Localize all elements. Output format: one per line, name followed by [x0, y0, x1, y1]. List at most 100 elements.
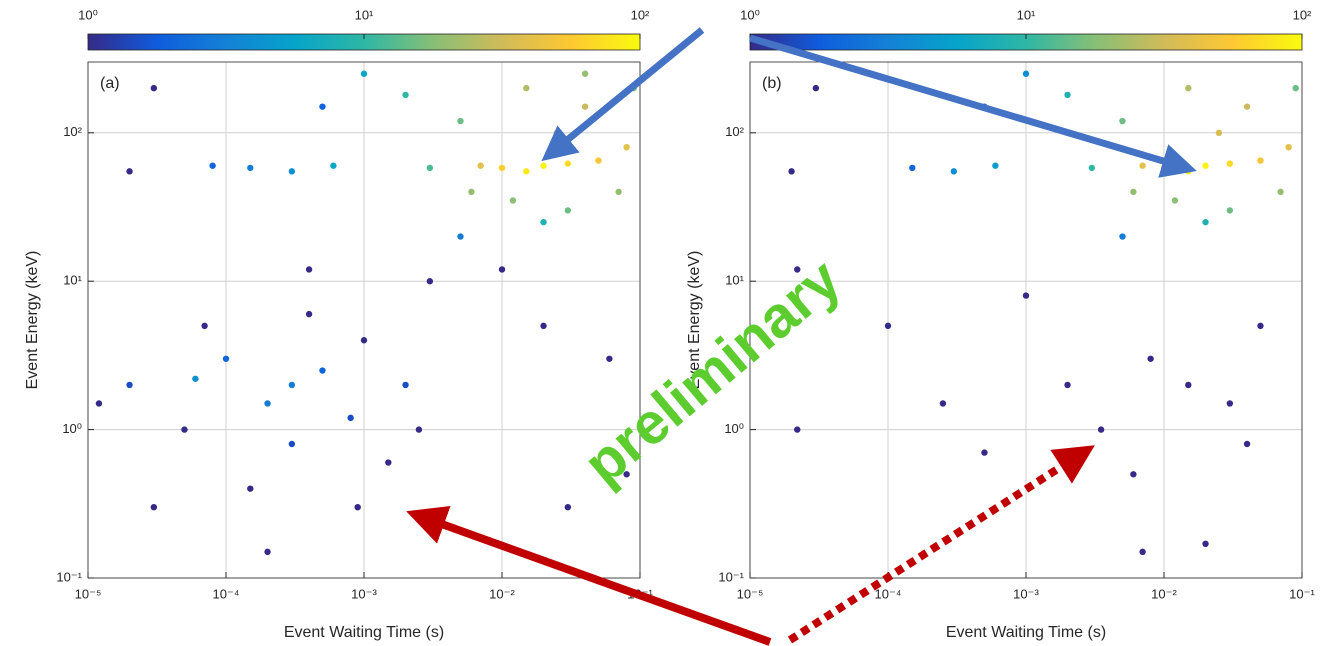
point	[553, 129, 561, 137]
colorbar-tick-label: 10¹	[1017, 7, 1036, 22]
y-tick-label: 10²	[725, 124, 744, 139]
arrow	[787, 445, 1095, 644]
point	[181, 426, 188, 433]
point	[264, 400, 271, 407]
point	[150, 84, 158, 92]
point	[415, 426, 423, 433]
point	[623, 471, 630, 478]
point	[192, 375, 199, 382]
point	[1139, 162, 1146, 169]
y-tick-label: 10¹	[725, 273, 744, 288]
point	[288, 168, 296, 175]
point	[1171, 197, 1179, 204]
point	[201, 322, 208, 330]
point	[1064, 381, 1071, 389]
point	[564, 503, 572, 511]
point	[615, 188, 622, 196]
point	[1285, 143, 1292, 151]
point	[1257, 322, 1264, 330]
point	[1185, 168, 1192, 175]
point	[402, 381, 409, 389]
arrow	[749, 34, 1197, 178]
point	[523, 168, 530, 175]
point	[305, 266, 313, 273]
point	[150, 503, 158, 511]
point	[509, 197, 517, 204]
point	[209, 162, 216, 169]
point	[1097, 426, 1105, 433]
point	[468, 188, 475, 196]
panels: 10⁰ 10¹ 10² 10⁻⁵ 10⁻⁴ 10⁻³ 10⁻² 10⁻¹ 10⁻¹ 10⁰ 10¹ 1…	[24, 7, 1315, 641]
point	[1243, 103, 1251, 110]
y-tick-label: 10¹	[63, 273, 82, 288]
x-tick-label: 10⁻²	[1151, 586, 1177, 601]
point	[347, 414, 354, 422]
point	[126, 381, 133, 389]
point	[1185, 84, 1192, 92]
point	[222, 355, 230, 362]
x-tick-label: 10⁻⁵	[75, 586, 102, 601]
point	[1088, 164, 1096, 172]
point	[1119, 233, 1126, 240]
y-tick-label: 10⁰	[62, 421, 82, 436]
point	[1064, 91, 1071, 99]
y-axis-label: Event Energy (keV)	[24, 251, 41, 390]
colorbar-tick-label: 10⁰	[78, 7, 98, 22]
point	[330, 162, 337, 169]
point	[1119, 117, 1126, 125]
point	[623, 143, 630, 151]
point	[1243, 440, 1251, 448]
point	[564, 160, 572, 167]
y-tick-label: 10⁻¹	[56, 569, 82, 584]
point	[1130, 188, 1137, 196]
point	[1226, 207, 1234, 214]
point	[1215, 129, 1223, 137]
point	[1292, 84, 1299, 92]
x-tick-label: 10⁻⁴	[213, 586, 240, 601]
point	[264, 548, 271, 556]
point	[402, 91, 409, 99]
y-axis-label: Event Energy (keV)	[686, 251, 703, 390]
point	[950, 168, 958, 175]
point	[606, 355, 613, 362]
point	[457, 117, 464, 125]
point	[1139, 548, 1146, 556]
point	[426, 278, 434, 285]
point	[540, 322, 547, 330]
point	[981, 449, 988, 456]
point	[1202, 162, 1209, 169]
point	[457, 233, 464, 240]
point	[884, 322, 892, 330]
point	[319, 103, 326, 110]
point	[1185, 381, 1192, 389]
x-tick-label: 10⁻⁴	[875, 586, 902, 601]
point	[1226, 400, 1234, 407]
point	[540, 218, 547, 226]
point	[426, 164, 434, 172]
point	[1160, 164, 1168, 172]
point	[360, 70, 368, 77]
point	[247, 485, 254, 492]
point	[1202, 540, 1209, 548]
point	[1022, 70, 1030, 77]
point	[288, 381, 296, 389]
point	[126, 168, 133, 175]
panel-label: (b)	[762, 75, 782, 92]
point	[385, 459, 392, 466]
point	[794, 266, 801, 273]
point	[581, 70, 589, 77]
point	[360, 337, 368, 344]
x-axis-label: Event Waiting Time (s)	[284, 624, 444, 641]
arrow	[406, 505, 772, 646]
colorbar-tick-label: 10²	[631, 7, 650, 22]
x-tick-label: 10⁻³	[351, 586, 377, 601]
x-tick-label: 10⁻³	[1013, 586, 1039, 601]
point	[564, 207, 572, 214]
point	[992, 162, 999, 169]
point	[319, 367, 326, 374]
point	[305, 310, 313, 318]
point	[523, 84, 530, 92]
point	[540, 162, 547, 169]
point	[1147, 355, 1154, 362]
